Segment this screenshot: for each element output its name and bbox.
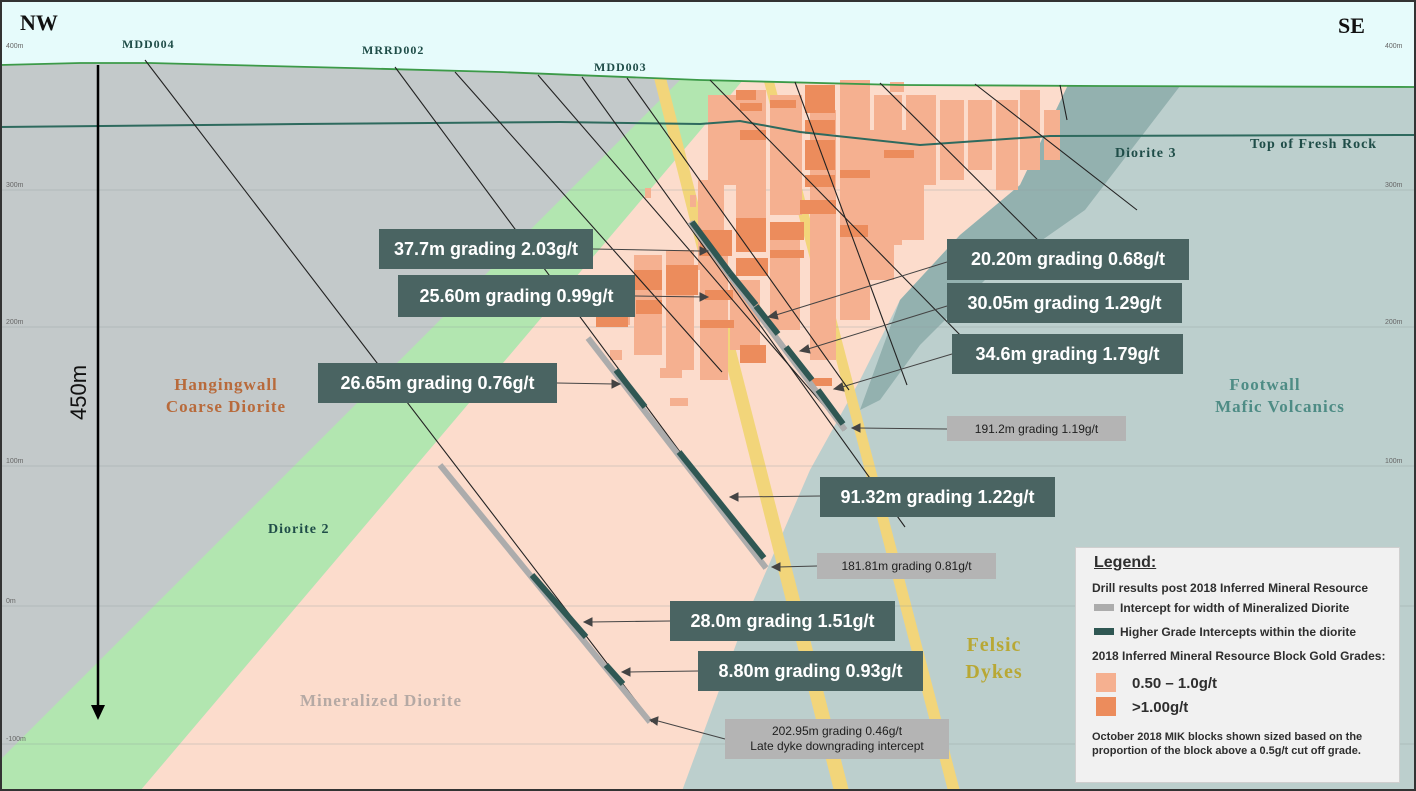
elev-left-300: 300m [6,182,24,189]
svg-text:Hangingwall: Hangingwall [174,375,278,394]
drillhole-labels: MDD004 MRRD002 MDD003 [122,37,647,74]
callout-30-05m: 30.05m grading 1.29g/t [947,283,1182,323]
callout-8-80m: 8.80m grading 0.93g/t [698,651,923,691]
svg-text:Felsic: Felsic [967,634,1022,656]
surface-line [0,62,1416,88]
scale-arrow [91,65,105,720]
se-label: SE [1338,13,1365,38]
right-elevation-labels: 400m 300m 200m 100m [1385,43,1403,465]
callout-191-2m: 191.2m grading 1.19g/t [947,416,1126,441]
high-grade-blocks [596,85,914,386]
top-of-fresh-rock-label: Top of Fresh Rock [1250,137,1377,152]
callout-181-81m: 181.81m grading 0.81g/t [817,553,996,579]
legend-block-title: 2018 Inferred Mineral Resource Block Gol… [1092,649,1386,663]
scale-bar-label: 450m [66,365,91,420]
legend-low-grade-swatch [1096,673,1116,692]
legend-grade-high: >1.00g/t [1132,699,1189,716]
diorite-3-unit [860,63,1200,410]
legend-box: Legend: Drill results post 2018 Inferred… [1075,547,1400,783]
elev-right-200: 200m [1385,319,1403,326]
legend-dark-swatch [1094,628,1114,635]
legend-grade-low: 0.50 – 1.0g/t [1132,675,1218,692]
callout-20-20m: 20.20m grading 0.68g/t [947,239,1189,280]
callout-202-95m-line1: 202.95m grading 0.46g/t [771,724,903,738]
callout-202-95m-line2: Late dyke downgrading intercept [750,739,924,753]
left-elevation-labels: 400m 300m 200m 100m 0m -100m [6,43,26,743]
callout-202-95m: 202.95m grading 0.46g/t Late dyke downgr… [725,719,949,759]
legend-high-grade-swatch [1096,697,1116,716]
svg-text:Coarse Diorite: Coarse Diorite [166,397,286,416]
diorite-3-label: Diorite 3 [1115,146,1176,161]
callout-leaders [556,246,953,740]
legend-subtitle: Drill results post 2018 Inferred Mineral… [1092,581,1369,595]
legend-gray-swatch [1094,604,1114,611]
drillhole-label-mdd004: MDD004 [122,37,175,51]
drillhole-label-mrrd002: MRRD002 [362,43,424,57]
svg-text:Dykes: Dykes [965,661,1022,683]
callout-91-32m: 91.32m grading 1.22g/t [820,477,1055,517]
elev-left-0: 0m [6,598,16,605]
footwall-label: Footwall Mafic Volcanics [1215,375,1345,416]
high-grade-intercepts [529,220,846,687]
legend-title: Legend: [1094,554,1157,571]
callout-28-0m: 28.0m grading 1.51g/t [670,601,895,641]
elev-right-400: 400m [1385,43,1403,50]
hangingwall-label: Hangingwall Coarse Diorite [166,375,286,416]
elev-right-300: 300m [1385,182,1403,189]
legend-item-intercept: Intercept for width of Mineralized Diori… [1120,601,1350,615]
elev-left-200: 200m [6,319,24,326]
diorite-2-label: Diorite 2 [268,522,329,537]
mineralized-diorite-label: Mineralized Diorite [300,691,462,710]
legend-item-higher-grade: Higher Grade Intercepts within the diori… [1120,625,1357,639]
top-of-fresh-rock-line [0,119,1416,147]
resource-block-model [596,80,1060,406]
legend-note: October 2018 MIK blocks shown sized base… [1092,731,1363,757]
callout-37-7m: 37.7m grading 2.03g/t [379,229,593,269]
elev-left-400: 400m [6,43,24,50]
callout-26-65m: 26.65m grading 0.76g/t [318,363,557,403]
elev-left-100: 100m [6,458,24,465]
callout-25-60m: 25.60m grading 0.99g/t [398,275,635,317]
drillhole-label-mdd003: MDD003 [594,60,647,74]
callout-34-6m: 34.6m grading 1.79g/t [952,334,1183,374]
svg-text:Mafic Volcanics: Mafic Volcanics [1215,397,1345,416]
svg-text:Footwall: Footwall [1229,375,1300,394]
felsic-dykes-label: Felsic Dykes [965,634,1022,683]
elev-right-100: 100m [1385,458,1403,465]
nw-label: NW [20,10,58,35]
elev-left-minus100: -100m [6,736,26,743]
